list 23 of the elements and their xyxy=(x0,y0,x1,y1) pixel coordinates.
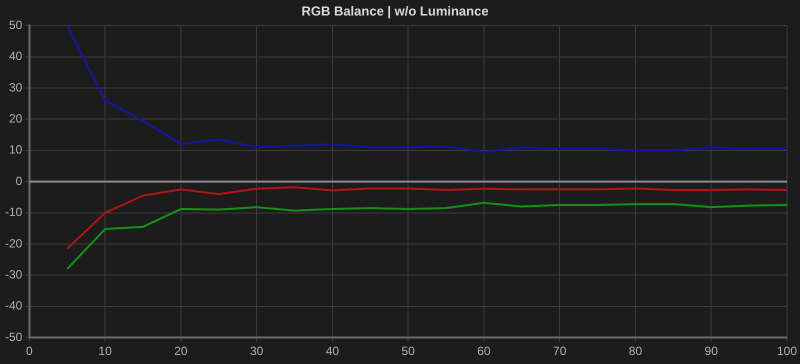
y-tick-label: 10 xyxy=(8,142,23,157)
y-tick-label: 20 xyxy=(8,112,23,126)
y-tick-label: -50 xyxy=(5,330,23,344)
y-tick-label: 30 xyxy=(8,80,23,94)
y-tick-label: 0 xyxy=(16,174,23,188)
y-tick-label: -10 xyxy=(5,205,23,220)
x-tick-label: 90 xyxy=(704,344,718,358)
x-tick-label: 50 xyxy=(401,344,416,358)
x-tick-label: 30 xyxy=(250,344,264,358)
x-tick-label: 40 xyxy=(326,344,340,358)
x-tick-label: 0 xyxy=(26,344,33,358)
y-tick-label: -30 xyxy=(5,268,23,282)
chart-title: RGB Balance | w/o Luminance xyxy=(301,3,489,18)
x-tick-label: 70 xyxy=(553,344,567,358)
y-tick-label: 40 xyxy=(8,49,23,64)
x-tick-label: 80 xyxy=(628,344,642,358)
x-tick-label: 10 xyxy=(98,344,112,358)
y-tick-label: 50 xyxy=(8,18,23,32)
y-tick-label: -40 xyxy=(5,298,23,313)
x-tick-label: 100 xyxy=(776,344,798,358)
y-tick-label: -20 xyxy=(5,236,23,250)
x-tick-label: 20 xyxy=(174,344,188,358)
x-tick-label: 60 xyxy=(477,344,491,358)
